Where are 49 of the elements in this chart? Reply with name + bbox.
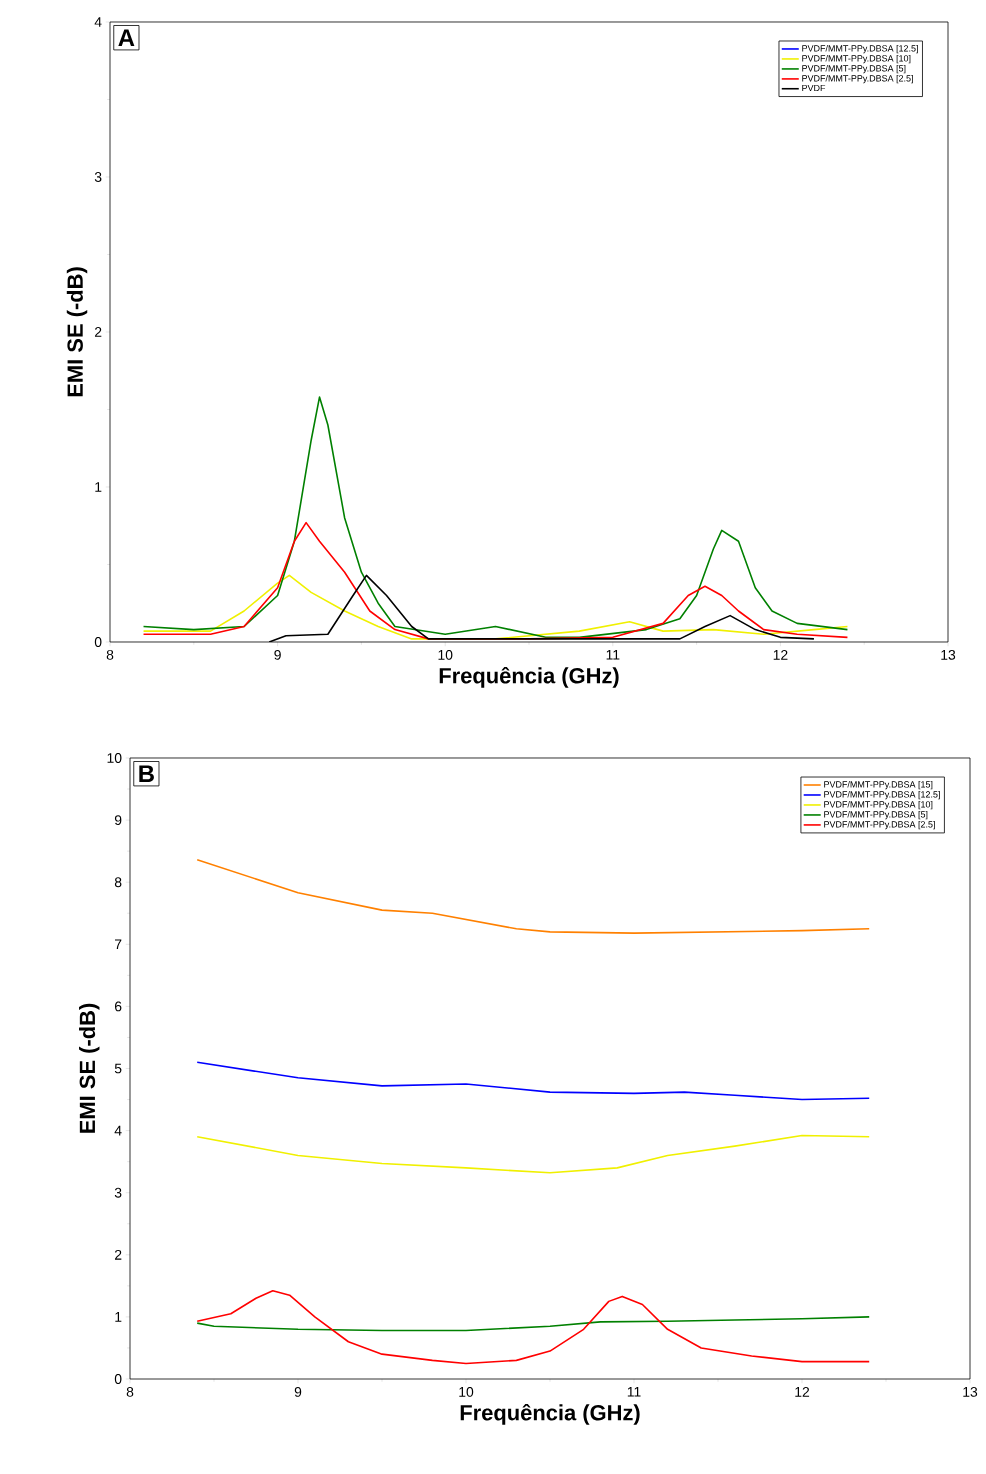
x-tick-label: 10 <box>438 649 453 660</box>
x-tick-label: 11 <box>627 1386 641 1397</box>
legend-label: PVDF/MMT-PPy.DBSA [2.5] <box>824 820 935 830</box>
x-tick-label: 12 <box>795 1386 810 1397</box>
annotation: A <box>118 29 135 46</box>
line-series <box>196 1061 871 1101</box>
y-tick-label: 9 <box>114 815 122 826</box>
legend-label: PVDF/MMT-PPy.DBSA [10] <box>824 800 933 810</box>
y-tick-label: 6 <box>114 1001 122 1012</box>
x-tick-label: 8 <box>126 1386 134 1397</box>
line-series <box>196 1316 871 1332</box>
legend-label: PVDF/MMT-PPy.DBSA [12.5] <box>802 44 918 54</box>
x-tick-label: 12 <box>773 649 788 660</box>
y-tick-label: 0 <box>114 1374 122 1384</box>
y-tick-label: 3 <box>114 1187 122 1198</box>
annotation: B <box>139 765 154 782</box>
y-tick-label: 0 <box>94 637 102 647</box>
y-tick-label: 1 <box>115 1312 122 1322</box>
x-tick-label: 10 <box>459 1386 474 1397</box>
y-tick-label: 10 <box>107 753 122 763</box>
y-tick-label: 2 <box>114 1249 122 1260</box>
x-tick-label: 8 <box>106 649 114 660</box>
line-series <box>142 396 849 639</box>
x-tick-label: 13 <box>941 649 956 660</box>
legend-label: PVDF/MMT-PPy.DBSA [12.5] <box>824 790 940 800</box>
y-axis-title: EMI SE (-dB) <box>79 1003 100 1133</box>
y-tick-label: 3 <box>94 172 102 182</box>
y-tick-label: 7 <box>114 939 122 950</box>
y-tick-label: 1 <box>95 482 102 492</box>
y-tick-label: 2 <box>94 327 102 337</box>
line-series <box>196 1290 871 1365</box>
x-axis-title: Frequência (GHz) <box>460 1403 640 1425</box>
line-series <box>142 574 849 640</box>
legend-label: PVDF/MMT-PPy.DBSA [10] <box>802 54 911 64</box>
legend-label: PVDF/MMT-PPy.DBSA [15] <box>824 781 933 790</box>
legend-label: PVDF/MMT-PPy.DBSA [2.5] <box>802 74 913 84</box>
y-tick-label: 8 <box>114 877 122 888</box>
legend-label: PVDF <box>802 84 826 92</box>
x-tick-label: 9 <box>274 649 281 660</box>
x-tick-label: 9 <box>294 1386 302 1397</box>
x-tick-label: 13 <box>963 1386 978 1397</box>
x-tick-label: 11 <box>606 649 620 660</box>
y-tick-label: 5 <box>114 1063 122 1074</box>
x-axis-title: Frequência (GHz) <box>439 666 619 688</box>
y-tick-label: 4 <box>114 1125 122 1136</box>
y-axis-title: EMI SE (-dB) <box>66 267 88 397</box>
legend-label: PVDF/MMT-PPy.DBSA [5] <box>824 810 928 820</box>
y-tick-label: 4 <box>94 17 102 27</box>
legend-label: PVDF/MMT-PPy.DBSA [5] <box>802 64 906 74</box>
